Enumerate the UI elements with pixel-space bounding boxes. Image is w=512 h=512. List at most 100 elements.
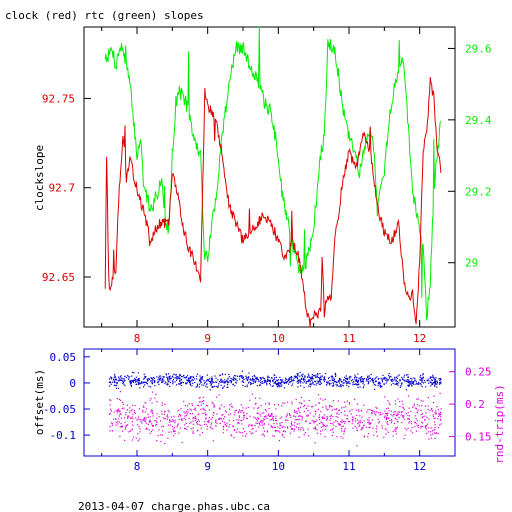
- offset-scatter-point: [222, 386, 224, 388]
- offset-scatter-point: [351, 380, 353, 382]
- rndtrip-scatter-point: [341, 430, 343, 432]
- offset-scatter-point: [357, 381, 359, 383]
- rndtrip-scatter-point: [307, 428, 309, 430]
- offset-scatter-point: [203, 384, 205, 386]
- rndtrip-scatter-point: [194, 417, 196, 419]
- rndtrip-scatter-point: [333, 421, 335, 423]
- offset-scatter-point: [177, 376, 179, 378]
- offset-scatter-point: [161, 381, 164, 383]
- offset-scatter-point: [316, 373, 319, 375]
- rndtrip-scatter-point: [127, 409, 129, 411]
- offset-scatter-point: [189, 381, 192, 383]
- rndtrip-scatter-point: [279, 431, 281, 433]
- offset-scatter-point: [172, 383, 174, 385]
- rndtrip-scatter-point: [243, 416, 245, 418]
- top-x-tick-label-12: 12: [413, 332, 426, 345]
- offset-scatter-point: [359, 380, 361, 382]
- offset-scatter-point: [432, 374, 434, 376]
- offset-scatter-point: [277, 380, 279, 382]
- offset-scatter-point: [368, 375, 370, 377]
- rndtrip-scatter-point: [390, 422, 392, 424]
- rndtrip-scatter-point: [325, 405, 327, 407]
- offset-scatter-point: [381, 385, 383, 387]
- rndtrip-scatter-point: [150, 409, 153, 411]
- offset-scatter-point: [244, 385, 246, 387]
- rndtrip-scatter-point: [270, 414, 272, 416]
- rndtrip-scatter-point: [341, 419, 343, 421]
- rndtrip-scatter-point: [193, 408, 195, 410]
- rndtrip-scatter-point: [303, 405, 305, 407]
- rndtrip-scatter-point: [234, 429, 236, 432]
- page-title: clock (red) rtc (green) slopes: [5, 9, 204, 22]
- rndtrip-scatter-point: [298, 418, 300, 420]
- offset-scatter-point: [401, 376, 403, 379]
- rndtrip-scatter-point: [386, 407, 388, 410]
- rndtrip-scatter-point: [210, 418, 212, 420]
- offset-scatter-point: [263, 378, 266, 380]
- offset-scatter-point: [294, 376, 297, 378]
- rndtrip-scatter-point: [372, 427, 374, 429]
- offset-scatter-point: [211, 379, 213, 381]
- rndtrip-scatter-point: [304, 432, 306, 434]
- rndtrip-scatter-point: [184, 424, 186, 426]
- offset-scatter-point: [345, 375, 347, 377]
- rndtrip-scatter-point: [301, 396, 303, 399]
- offset-scatter-point: [255, 378, 257, 380]
- offset-scatter-point: [227, 382, 229, 384]
- rndtrip-scatter-point: [298, 436, 300, 438]
- offset-scatter-point: [323, 377, 325, 379]
- offset-scatter-point: [253, 379, 255, 381]
- rndtrip-scatter-point: [190, 409, 192, 411]
- rndtrip-scatter-point: [421, 417, 423, 419]
- clock-rtc-slope-chart: 8 9 10 11 1292.6592.792.752929.229.429.6cloc…: [33, 26, 492, 345]
- rndtrip-scatter-point: [414, 421, 416, 423]
- rndtrip-scatter-point: [144, 411, 146, 413]
- top-plot-frame: [83, 26, 456, 328]
- rndtrip-scatter-point: [393, 422, 396, 425]
- rndtrip-scatter-point: [124, 428, 126, 430]
- rndtrip-scatter-point: [427, 405, 429, 407]
- offset-scatter-point: [297, 378, 299, 380]
- rndtrip-scatter-point: [282, 425, 284, 428]
- offset-scatter-point: [139, 381, 141, 383]
- offset-scatter-point: [422, 373, 424, 375]
- offset-scatter-point: [406, 379, 408, 381]
- bottom-right-y-tick-label-2: 0.15: [465, 431, 492, 444]
- rndtrip-scatter-point: [387, 418, 389, 420]
- offset-scatter-point: [211, 386, 213, 388]
- rndtrip-scatter-point: [111, 423, 114, 425]
- offset-scatter-point: [120, 379, 122, 381]
- rndtrip-scatter-point: [420, 400, 422, 402]
- offset-scatter-point: [383, 377, 385, 379]
- rndtrip-scatter-point: [389, 419, 391, 422]
- offset-scatter-point: [186, 379, 188, 381]
- offset-scatter-point: [198, 386, 200, 388]
- rndtrip-scatter-point: [322, 399, 324, 401]
- offset-scatter-point: [254, 375, 256, 378]
- rndtrip-scatter-point: [145, 427, 147, 429]
- rndtrip-scatter-point: [220, 417, 222, 419]
- rndtrip-scatter-point: [393, 413, 395, 415]
- top-right-y-tick-label-3: 29.6: [465, 42, 492, 55]
- offset-scatter-point: [440, 378, 442, 380]
- rndtrip-scatter-point: [324, 417, 326, 419]
- rndtrip-scatter-point: [435, 432, 438, 434]
- rndtrip-scatter-point: [344, 427, 346, 430]
- rndtrip-scatter-point: [291, 428, 293, 430]
- offset-scatter-point: [193, 378, 195, 380]
- offset-scatter-point: [229, 380, 231, 382]
- rndtrip-scatter-point: [116, 412, 118, 414]
- rndtrip-scatter-point: [256, 420, 258, 422]
- offset-scatter-point: [361, 380, 363, 382]
- rndtrip-scatter-point: [132, 424, 134, 426]
- offset-scatter-point: [303, 379, 305, 381]
- top-left-y-tick-label-2: 92.75: [42, 92, 75, 105]
- rndtrip-scatter-point: [289, 432, 291, 434]
- offset-scatter-point: [349, 378, 351, 380]
- offset-scatter-point: [395, 376, 397, 378]
- rndtrip-scatter-point: [115, 418, 117, 420]
- offset-scatter-point: [223, 382, 225, 384]
- rndtrip-scatter-point: [435, 412, 437, 414]
- rndtrip-scatter-point: [318, 416, 320, 418]
- offset-scatter-point: [232, 376, 235, 378]
